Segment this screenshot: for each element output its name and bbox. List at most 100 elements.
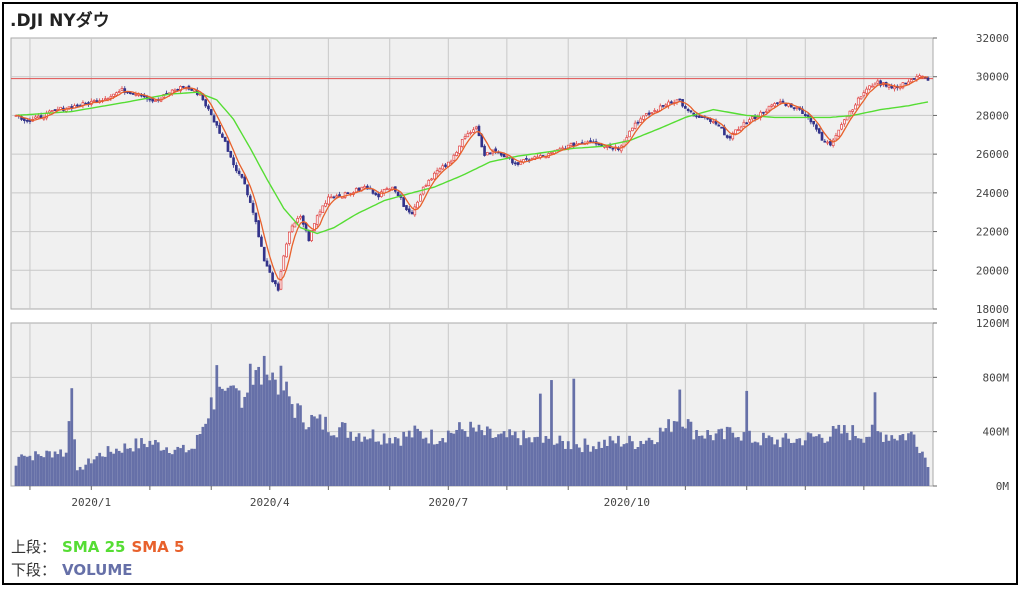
volume-bar: [653, 444, 657, 486]
price-y-tick-label: 26000: [976, 148, 1009, 161]
volume-bar: [324, 416, 327, 486]
volume-bar: [279, 365, 283, 486]
candle-body: [876, 80, 880, 84]
candle-body: [315, 215, 319, 225]
volume-y-tick-label: 800M: [983, 371, 1010, 384]
volume-bar: [636, 447, 640, 486]
candle-body: [778, 101, 782, 104]
volume-bar: [720, 428, 723, 486]
volume-bar: [170, 454, 174, 486]
volume-bar: [918, 453, 921, 486]
volume-bar: [385, 443, 389, 486]
volume-bar: [670, 432, 673, 486]
candle-body: [809, 116, 813, 123]
volume-bar: [697, 435, 701, 486]
candle-body: [455, 151, 458, 156]
candle-body: [458, 145, 461, 154]
candle-body: [631, 127, 634, 132]
candle-body: [494, 148, 498, 152]
volume-bar: [644, 440, 648, 486]
candle-body: [25, 119, 29, 122]
candle-body: [131, 93, 135, 95]
volume-bar: [745, 390, 749, 486]
volume-bar: [491, 437, 495, 486]
volume-bar: [151, 444, 155, 486]
volume-bar: [731, 432, 735, 486]
candle-body: [427, 179, 431, 187]
volume-bar: [315, 418, 319, 486]
candle-body: [851, 109, 855, 112]
volume-bar: [544, 436, 548, 486]
volume-bar: [483, 435, 486, 486]
candle-body: [684, 106, 687, 109]
volume-bar: [477, 424, 481, 486]
volume-bar: [393, 437, 397, 486]
legend-item-sma25: SMA 25: [62, 538, 126, 556]
volume-bar: [912, 434, 916, 486]
candle-body: [329, 196, 333, 199]
candle-body: [109, 96, 113, 99]
volume-bar: [89, 463, 93, 486]
volume-bar: [854, 435, 857, 486]
candle-body: [34, 116, 37, 119]
volume-bar: [290, 404, 294, 486]
volume-bar: [215, 365, 219, 486]
candle-body: [689, 110, 693, 113]
volume-bar: [617, 435, 620, 486]
candle-body: [865, 88, 868, 94]
candle-body: [293, 222, 297, 228]
volume-bar: [260, 384, 263, 486]
candle-body: [486, 152, 489, 156]
volume-bar: [115, 448, 118, 486]
volume-bar: [784, 433, 788, 486]
candle-body: [438, 168, 442, 172]
volume-bar: [675, 421, 679, 486]
candle-body: [706, 117, 709, 120]
volume-bar: [695, 430, 698, 486]
candle-body: [525, 158, 528, 160]
candle-body: [647, 112, 651, 115]
volume-bar: [271, 372, 274, 486]
volume-bar: [527, 437, 531, 486]
volume-bar: [865, 436, 869, 486]
candle-body: [834, 135, 838, 140]
volume-bar: [469, 421, 472, 486]
volume-bar: [647, 437, 651, 486]
volume-bar: [78, 466, 82, 486]
volume-bar: [31, 460, 35, 486]
volume-bar: [28, 455, 32, 486]
volume-bar: [243, 396, 247, 486]
volume-bar: [842, 425, 846, 486]
volume-bar: [432, 444, 436, 486]
volume-bar: [678, 389, 682, 486]
candle-body: [859, 96, 863, 100]
volume-bar: [723, 439, 726, 486]
candle-body: [380, 191, 383, 197]
candle-body: [129, 91, 132, 95]
volume-bar: [753, 441, 757, 486]
candle-body: [776, 102, 779, 105]
volume-bar: [508, 429, 512, 486]
volume-bar: [73, 439, 76, 486]
candle-body: [625, 137, 629, 142]
volume-bar: [890, 435, 894, 486]
volume-bar: [106, 446, 110, 486]
volume-bar: [904, 440, 908, 486]
volume-bar: [572, 378, 576, 486]
candle-body: [251, 202, 255, 213]
candle-body: [377, 193, 380, 198]
volume-bar: [879, 432, 882, 486]
candle-body: [449, 160, 453, 164]
volume-bar: [923, 457, 927, 486]
candle-body: [396, 191, 400, 197]
price-panel: [10, 37, 934, 310]
candle-body: [639, 118, 643, 123]
volume-bar: [834, 428, 838, 486]
candle-body: [435, 170, 439, 175]
volume-bar: [123, 443, 127, 486]
volume-bar: [388, 437, 392, 486]
candle-body: [237, 170, 241, 175]
volume-bar: [237, 390, 241, 486]
candle-body: [310, 229, 313, 242]
candle-body: [717, 124, 721, 127]
